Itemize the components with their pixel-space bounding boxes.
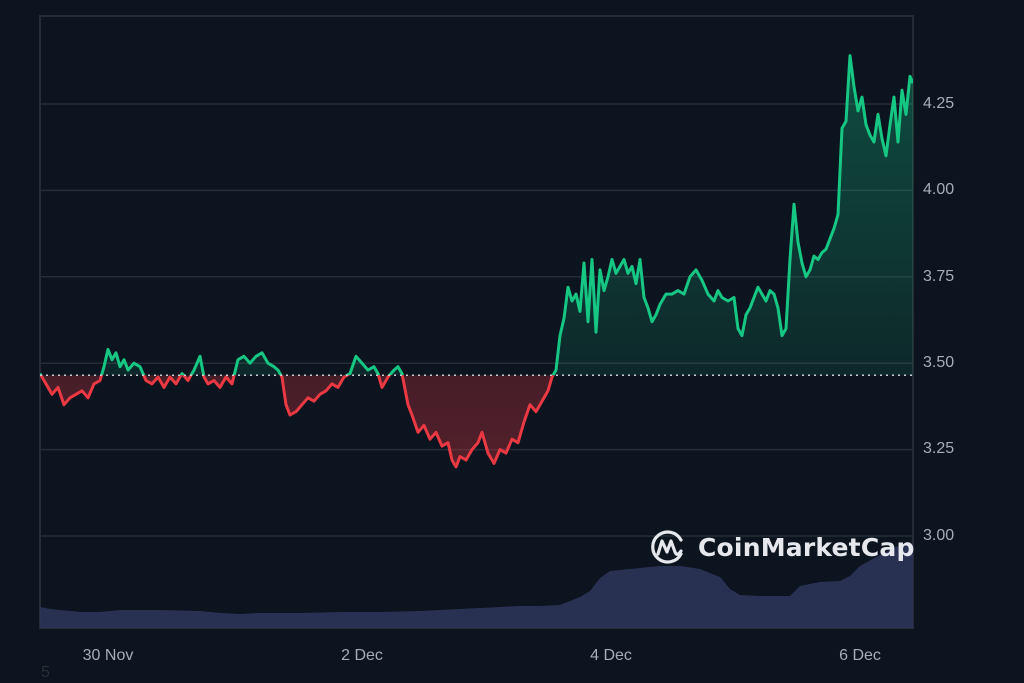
price-area-down (40, 375, 913, 467)
x-tick-label: 30 Nov (82, 647, 134, 664)
y-tick-label: 4.25 (923, 95, 955, 112)
price-line-down (40, 375, 555, 469)
y-tick-label: 4.00 (923, 181, 955, 198)
price-area-up (40, 55, 913, 376)
coinmarketcap-logo-icon (651, 530, 683, 564)
x-tick-label: 4 Dec (590, 647, 632, 664)
watermark-text: CoinMarketCap (698, 532, 915, 562)
y-tick-label: 3.25 (923, 440, 955, 457)
y-tick-label: 3.75 (923, 268, 955, 285)
volume-area (40, 543, 913, 628)
coinmarketcap-watermark: CoinMarketCap (648, 527, 915, 567)
x-tick-label: 2 Dec (341, 647, 383, 664)
corner-note: 5 (41, 664, 50, 681)
y-tick-label: 3.00 (923, 527, 955, 544)
price-line-up (40, 54, 913, 376)
y-tick-label: 3.50 (923, 354, 955, 371)
x-tick-label: 6 Dec (839, 647, 881, 664)
